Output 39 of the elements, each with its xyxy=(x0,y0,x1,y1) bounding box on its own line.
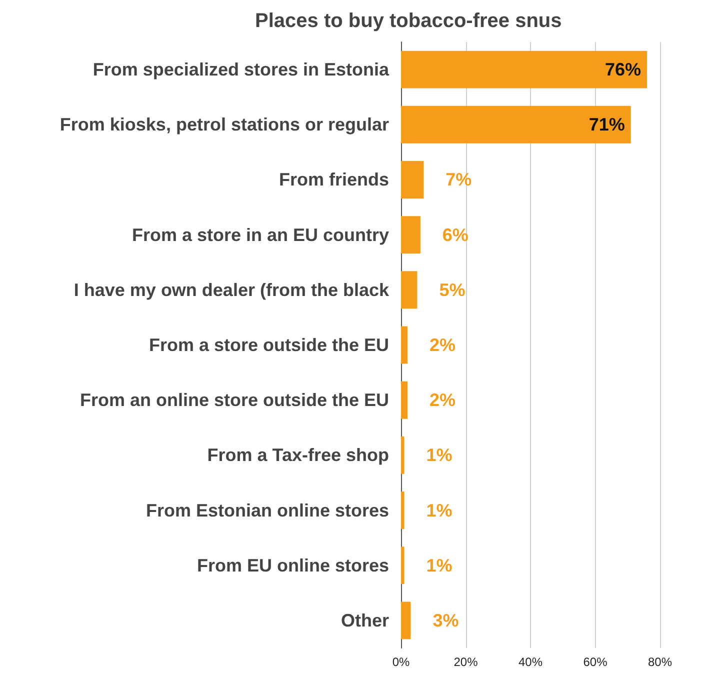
chart-title: Places to buy tobacco-free snus xyxy=(255,10,562,32)
data-label: 1% xyxy=(426,500,452,520)
y-tick-label: From Estonian online stores xyxy=(146,500,389,520)
y-tick-label: From friends xyxy=(278,170,389,190)
bar xyxy=(401,546,404,584)
data-label: 1% xyxy=(426,555,452,576)
bar xyxy=(401,216,420,254)
y-tick-label: Other xyxy=(340,610,389,630)
bar xyxy=(401,106,631,144)
bar xyxy=(401,381,408,419)
y-tick-label: I have my own dealer (from the black xyxy=(74,280,390,300)
data-label: 3% xyxy=(432,610,459,630)
bar xyxy=(401,436,404,474)
y-tick-label: From specialized stores in Estonia xyxy=(92,60,390,80)
bar xyxy=(401,160,424,198)
data-label: 2% xyxy=(429,390,456,410)
x-tick-label: 20% xyxy=(454,655,478,669)
x-tick-label: 40% xyxy=(518,655,543,669)
y-tick-label: From a Tax-free shop xyxy=(207,445,389,466)
y-tick-label: From a store outside the EU xyxy=(148,335,389,355)
bar xyxy=(401,326,408,364)
data-label: 6% xyxy=(442,224,468,245)
y-tick-label: From an online store outside the EU xyxy=(80,390,389,410)
data-label: 2% xyxy=(429,335,456,355)
data-label: 5% xyxy=(439,280,466,300)
bar xyxy=(401,271,418,309)
data-label: 71% xyxy=(588,114,625,135)
bar xyxy=(401,492,404,530)
y-tick-label: From EU online stores xyxy=(196,555,389,576)
y-tick-label: From a store in an EU country xyxy=(132,224,389,245)
x-tick-label: 80% xyxy=(648,655,672,669)
x-tick-label: 0% xyxy=(392,655,410,669)
bar xyxy=(401,50,648,88)
data-label: 7% xyxy=(446,170,472,190)
x-tick-label: 60% xyxy=(583,655,608,669)
data-label: 76% xyxy=(605,60,642,80)
y-tick-label: From kiosks, petrol stations or regular xyxy=(60,114,389,135)
bar xyxy=(401,602,411,640)
data-label: 1% xyxy=(426,445,452,466)
